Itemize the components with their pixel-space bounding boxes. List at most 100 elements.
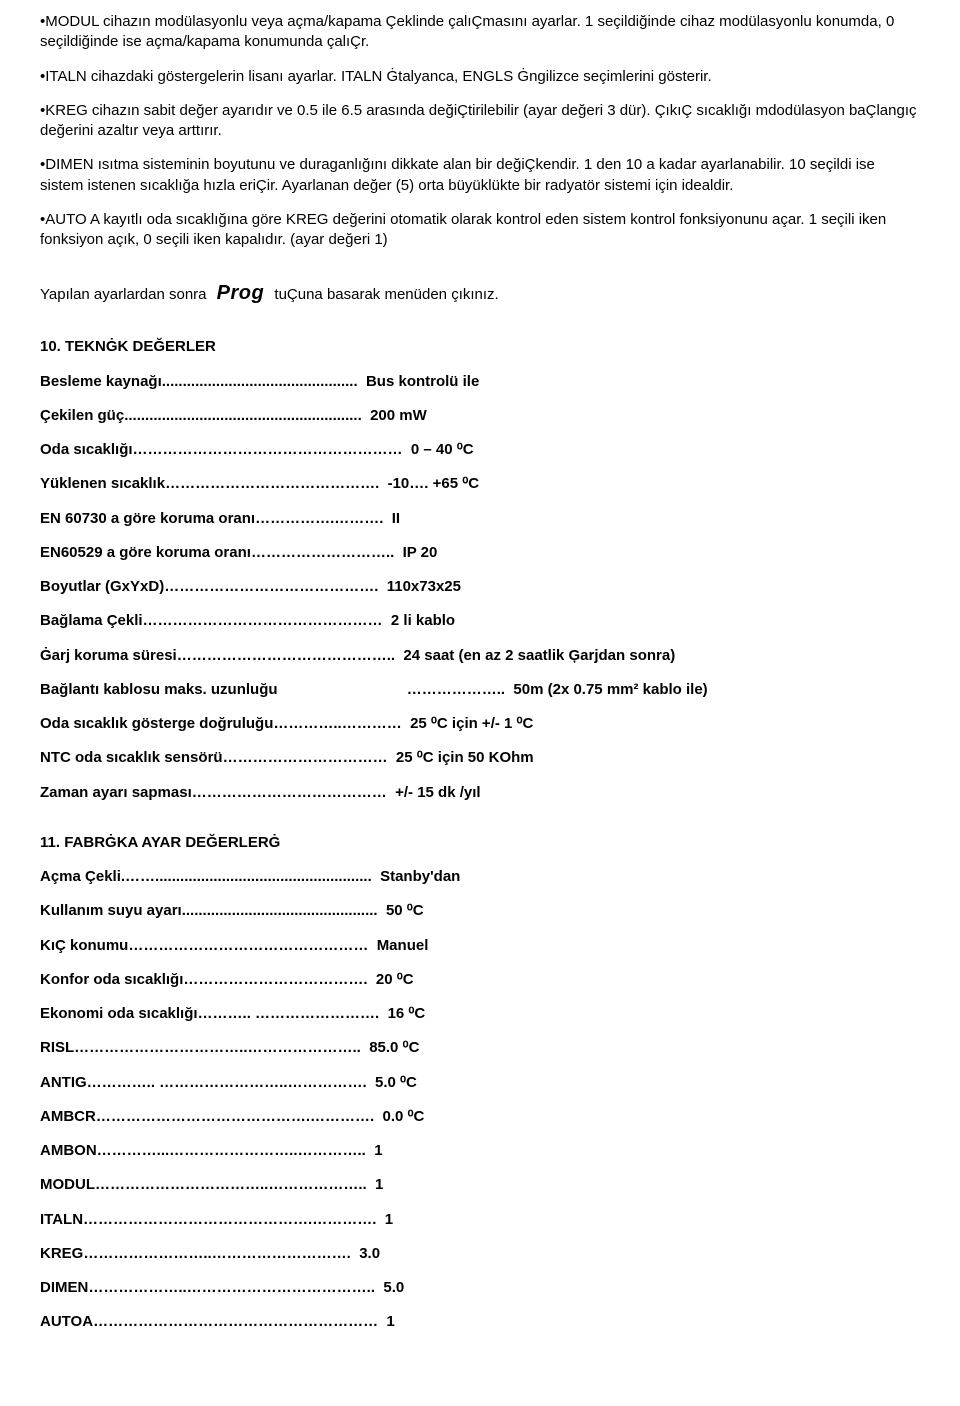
spec-row: Ġarj koruma süresi…………………………………….. 24 sa… bbox=[40, 646, 920, 666]
spec-row: Zaman ayarı sapması………………………………… +/- 15 … bbox=[40, 783, 920, 803]
spec-label: NTC oda sıcaklık sensörü bbox=[40, 749, 223, 766]
exit-post: tuÇuna basarak menüden çıkınız. bbox=[274, 286, 498, 303]
spec-label: Konfor oda sıcaklığı bbox=[40, 971, 183, 988]
spec-row: Çekilen güç.............................… bbox=[40, 406, 920, 426]
spec-row: Bağlantı kablosu maks. uzunluğu ………………..… bbox=[40, 680, 920, 700]
spec-row: AMBCR…………………………………….…………. 0.0 ⁰C bbox=[40, 1107, 920, 1127]
spec-value: 16 ⁰C bbox=[388, 1005, 426, 1022]
spec-value: 1 bbox=[375, 1176, 383, 1193]
exit-instruction: Yapılan ayarlardan sonra Prog tuÇuna bas… bbox=[40, 280, 920, 307]
spec-row: EN60529 a göre koruma oranı……………………….. I… bbox=[40, 543, 920, 563]
spec-value: Stanby'dan bbox=[380, 868, 460, 885]
spec-dots: …………………………………….…………. bbox=[96, 1108, 383, 1125]
spec-label: Besleme kaynağı bbox=[40, 373, 162, 390]
spec-label: Açma Çekli bbox=[40, 868, 121, 885]
spec-label: MODUL bbox=[40, 1176, 95, 1193]
spec-label: DIMEN bbox=[40, 1279, 88, 1296]
spec-row: Bağlama Çekli………………………………………… 2 li kablo bbox=[40, 611, 920, 631]
spec-value: 25 ⁰C için +/- 1 ⁰C bbox=[410, 715, 533, 732]
spec-label: Kullanım suyu ayarı bbox=[40, 902, 182, 919]
spec-dots: …………………………… bbox=[223, 749, 396, 766]
spec-dots: ………………………………………… bbox=[143, 612, 391, 629]
spec-label: Oda sıcaklık gösterge doğruluğu bbox=[40, 715, 273, 732]
spec-label: Oda sıcaklığı bbox=[40, 441, 133, 458]
spec-dots: ……………………………..………………….. bbox=[74, 1039, 369, 1056]
spec-label: EN60529 a göre koruma oranı bbox=[40, 544, 251, 561]
spec-value: 24 saat (en az 2 saatlik Ģarjdan sonra) bbox=[403, 647, 675, 664]
spec-dots: ........................................… bbox=[124, 407, 370, 424]
spec-dots: ........................................… bbox=[182, 902, 386, 919]
spec-row: Besleme kaynağı.........................… bbox=[40, 372, 920, 392]
spec-value: 20 ⁰C bbox=[376, 971, 414, 988]
spec-value: 1 bbox=[374, 1142, 382, 1159]
spec-value: 50 ⁰C bbox=[386, 902, 424, 919]
paragraph-kreg: •KREG cihazın sabit değer ayarıdır ve 0.… bbox=[40, 101, 920, 142]
paragraph-autoa: •AUTO A kayıtlı oda sıcaklığına göre KRE… bbox=[40, 210, 920, 251]
spec-dots: ………………………………………………… bbox=[93, 1313, 386, 1330]
spec-value: 5.0 ⁰C bbox=[375, 1074, 417, 1091]
spec-dots: ………………..……………………………….. bbox=[88, 1279, 383, 1296]
spec-value: 85.0 ⁰C bbox=[369, 1039, 419, 1056]
spec-dots: …………...……………………..………….. bbox=[97, 1142, 375, 1159]
spec-label: Bağlantı kablosu maks. uzunluğu bbox=[40, 681, 278, 698]
section-10-title: 10. TEKNĠK DEĞERLER bbox=[40, 337, 920, 357]
spec-row: DIMEN………………..……………………………….. 5.0 bbox=[40, 1278, 920, 1298]
spec-row: Oda sıcaklığı……………………………………………… 0 – 40 ⁰… bbox=[40, 440, 920, 460]
spec-label: Çekilen güç bbox=[40, 407, 124, 424]
spec-dots: …………….………. bbox=[255, 510, 392, 527]
spec-value: II bbox=[392, 510, 400, 527]
spec-row: Ekonomi oda sıcaklığı……….. ……………………. 16 … bbox=[40, 1004, 920, 1024]
paragraph-dimen: •DIMEN ısıtma sisteminin boyutunu ve dur… bbox=[40, 155, 920, 196]
spec-value: 200 mW bbox=[370, 407, 427, 424]
spec-dots: …………..………… bbox=[273, 715, 410, 732]
spec-row: Konfor oda sıcaklığı………………………………. 20 ⁰C bbox=[40, 970, 920, 990]
specs-10-list: Besleme kaynağı.........................… bbox=[40, 372, 920, 803]
spec-row: RISL……………………………..………………….. 85.0 ⁰C bbox=[40, 1038, 920, 1058]
spec-label: AUTOA bbox=[40, 1313, 93, 1330]
spec-dots: .…….....................................… bbox=[121, 868, 380, 885]
exit-pre: Yapılan ayarlardan sonra bbox=[40, 286, 207, 303]
spec-label: RISL bbox=[40, 1039, 74, 1056]
spec-dots: ……….. ……………………. bbox=[198, 1005, 388, 1022]
spec-label: Zaman ayarı sapması bbox=[40, 784, 192, 801]
spec-label: AMBCR bbox=[40, 1108, 96, 1125]
spec-dots: ……………………………………. bbox=[164, 578, 387, 595]
spec-row: EN 60730 a göre koruma oranı…………….………. I… bbox=[40, 509, 920, 529]
spec-dots: ………………………………………… bbox=[128, 937, 376, 954]
spec-dots: ........................................… bbox=[162, 373, 366, 390]
spec-row: ANTIG………….. ……………………..……………. 5.0 ⁰C bbox=[40, 1073, 920, 1093]
spec-row: Kullanım suyu ayarı.....................… bbox=[40, 901, 920, 921]
spec-value: 25 ⁰C için 50 KOhm bbox=[396, 749, 534, 766]
spec-row: Boyutlar (GxYxD)……………………………………. 110x73x2… bbox=[40, 577, 920, 597]
spec-dots: ………………………………… bbox=[192, 784, 395, 801]
spec-dots: ……………………………………. bbox=[165, 475, 388, 492]
spec-dots: ………………………………. bbox=[183, 971, 376, 988]
spec-value: 1 bbox=[385, 1211, 393, 1228]
spec-row: KREG……………………..………………………. 3.0 bbox=[40, 1244, 920, 1264]
spec-label: Bağlama Çekli bbox=[40, 612, 143, 629]
spec-dots: ……………………………..……………….. bbox=[95, 1176, 375, 1193]
spec-value: 2 li kablo bbox=[391, 612, 455, 629]
spec-value: 110x73x25 bbox=[387, 578, 461, 595]
spec-value: -10…. +65 ⁰C bbox=[388, 475, 479, 492]
spec-value: IP 20 bbox=[403, 544, 438, 561]
spec-value: +/- 15 dk /yıl bbox=[395, 784, 480, 801]
spec-value: Bus kontrolü ile bbox=[366, 373, 479, 390]
paragraph-italn: •ITALN cihazdaki göstergelerin lisanı ay… bbox=[40, 67, 920, 87]
prog-button-label: Prog bbox=[211, 282, 271, 304]
specs-11-list: Açma Çekli.……...........................… bbox=[40, 867, 920, 1333]
spec-value: 3.0 bbox=[359, 1245, 380, 1262]
spec-label: KıÇ konumu bbox=[40, 937, 128, 954]
spec-dots: ……………….. bbox=[278, 681, 514, 698]
spec-value: Manuel bbox=[377, 937, 429, 954]
spec-row: AUTOA………………………………………………… 1 bbox=[40, 1312, 920, 1332]
spec-label: Yüklenen sıcaklık bbox=[40, 475, 165, 492]
spec-dots: ……………………………………….…………. bbox=[83, 1211, 385, 1228]
spec-label: AMBON bbox=[40, 1142, 97, 1159]
spec-value: 5.0 bbox=[383, 1279, 404, 1296]
spec-label: Ġarj koruma süresi bbox=[40, 647, 177, 664]
spec-value: 0.0 ⁰C bbox=[383, 1108, 425, 1125]
spec-label: Ekonomi oda sıcaklığı bbox=[40, 1005, 198, 1022]
spec-label: Boyutlar (GxYxD) bbox=[40, 578, 164, 595]
spec-row: Oda sıcaklık gösterge doğruluğu…………..………… bbox=[40, 714, 920, 734]
